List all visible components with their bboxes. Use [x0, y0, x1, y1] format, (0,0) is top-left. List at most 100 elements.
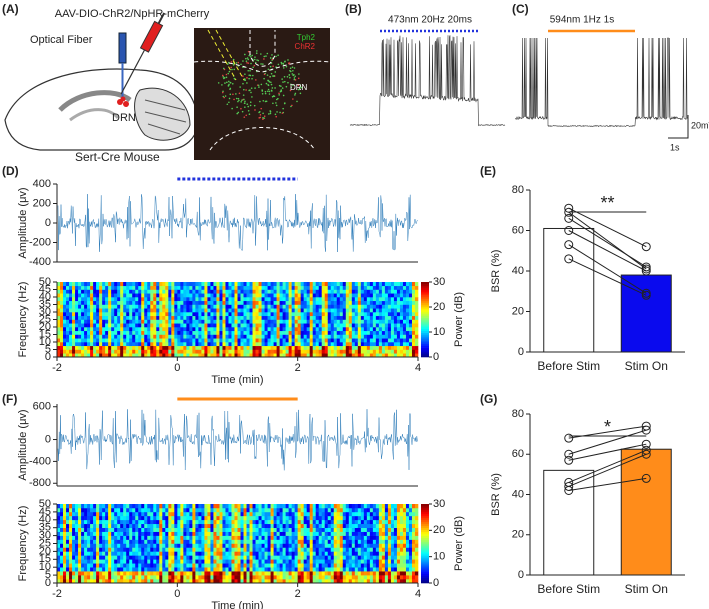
spectrogram-cell — [234, 289, 238, 294]
spectrogram-cell — [126, 353, 130, 358]
spectrogram-cell — [360, 323, 365, 328]
spectrogram-cell — [309, 304, 314, 309]
spectrogram-cell — [60, 304, 64, 309]
spectrogram-cell — [99, 289, 103, 294]
spectrogram-cell — [165, 345, 169, 350]
spectrogram-cell — [96, 330, 100, 335]
spectrogram-cell — [309, 567, 314, 572]
spectrogram-cell — [144, 575, 148, 580]
spectrogram-cell — [150, 330, 154, 335]
spectrogram-cell — [207, 563, 211, 568]
spectrogram-cell — [183, 551, 187, 556]
spectrogram-cell — [186, 282, 190, 287]
cell — [282, 107, 284, 110]
spectrogram-cell — [126, 531, 130, 536]
colorbar-cell — [421, 291, 429, 294]
spectrogram-cell — [93, 563, 97, 568]
spectrogram-cell — [363, 342, 368, 347]
spectrogram-cell — [177, 507, 181, 513]
spectrogram-cell — [186, 547, 190, 552]
spectrogram-cell — [312, 519, 317, 525]
spectrogram-cell — [207, 539, 211, 544]
spectrogram-cell — [333, 285, 338, 290]
spectrogram-cell — [243, 315, 247, 320]
spectrogram-cell — [93, 507, 97, 513]
spectrogram-cell — [141, 515, 145, 521]
spectrogram-cell — [300, 297, 304, 302]
spectrogram-cell — [129, 338, 133, 343]
spectrogram-cell — [204, 282, 208, 287]
spectrogram-cell — [180, 523, 184, 528]
spectrogram-cell — [273, 289, 277, 294]
spectrogram-cell — [354, 504, 359, 509]
spectrogram-cell — [378, 289, 383, 294]
spectrogram-cell — [369, 515, 374, 521]
spectrogram-cell — [153, 555, 157, 560]
spectrogram-cell — [327, 319, 332, 324]
spectrogram-cell — [216, 293, 220, 298]
spectrogram-cell — [90, 563, 94, 568]
spectrogram-cell — [402, 319, 407, 324]
spectrogram-cell — [390, 300, 395, 305]
spectrogram-cell — [108, 531, 112, 536]
spectrogram-cell — [150, 507, 154, 513]
spectrogram-cell — [246, 531, 250, 536]
spectrogram-cell — [210, 285, 214, 290]
spectrogram-cell — [303, 289, 307, 294]
spectrogram-cell — [72, 579, 76, 584]
cell — [246, 82, 248, 84]
spectrogram-cell — [57, 579, 61, 584]
spectrogram-cell — [66, 523, 70, 528]
spectrogram-cell — [339, 330, 344, 335]
spectrogram-cell — [99, 539, 103, 544]
spectrogram-cell — [231, 293, 235, 298]
cell — [289, 89, 292, 92]
spectrogram-cell — [309, 531, 314, 536]
spectrogram-cell — [237, 304, 241, 309]
spectrogram-cell — [72, 300, 76, 305]
spectrogram-cell — [102, 507, 106, 513]
point — [641, 266, 651, 276]
spectrogram-cell — [339, 567, 344, 572]
spectrogram-cell — [108, 523, 112, 528]
spectrogram-cell — [66, 345, 70, 350]
spectrogram-cell — [243, 304, 247, 309]
spectrogram-cell — [81, 345, 85, 350]
spectrogram-cell — [210, 531, 214, 536]
spectrogram-cell — [84, 567, 88, 572]
spectrogram-cell — [240, 575, 244, 580]
spectrogram-cell — [411, 300, 416, 305]
spectrogram-cell — [318, 282, 323, 287]
spectrogram-cell — [294, 535, 298, 540]
spectrogram-cell — [57, 519, 61, 525]
spectrogram-cell — [261, 353, 265, 358]
spectrogram-cell — [84, 349, 88, 354]
spectrogram-cell — [198, 535, 202, 540]
spectrogram-cell — [267, 531, 271, 536]
spectrogram-cell — [213, 300, 217, 305]
spectrogram-cell — [264, 300, 268, 305]
spectrogram-cell — [195, 319, 199, 324]
spectrogram-cell — [318, 531, 323, 536]
spectrogram-cell — [282, 323, 286, 328]
spectrogram-cell — [234, 342, 238, 347]
spectrogram-cell — [123, 563, 127, 568]
spectrogram-cell — [168, 504, 172, 509]
spectrogram-cell — [135, 282, 139, 287]
spectrogram-cell — [162, 543, 166, 548]
spectrogram-cell — [180, 507, 184, 513]
spectrogram-cell — [108, 511, 112, 517]
spectrogram-cell — [273, 285, 277, 290]
spectrogram-cell — [363, 551, 368, 556]
spectrogram-cell — [204, 338, 208, 343]
spectrogram-cell — [165, 511, 169, 517]
spectrogram-cell — [306, 300, 310, 305]
spectrogram-cell — [189, 293, 193, 298]
spectrogram-cell — [411, 330, 416, 335]
spectrogram-cell — [174, 567, 178, 572]
spectrogram-cell — [267, 330, 271, 335]
spectrogram-cell — [96, 567, 100, 572]
spectrogram-cell — [114, 523, 118, 528]
spectrogram-cell — [387, 308, 392, 313]
spectrogram-cell — [201, 504, 205, 509]
